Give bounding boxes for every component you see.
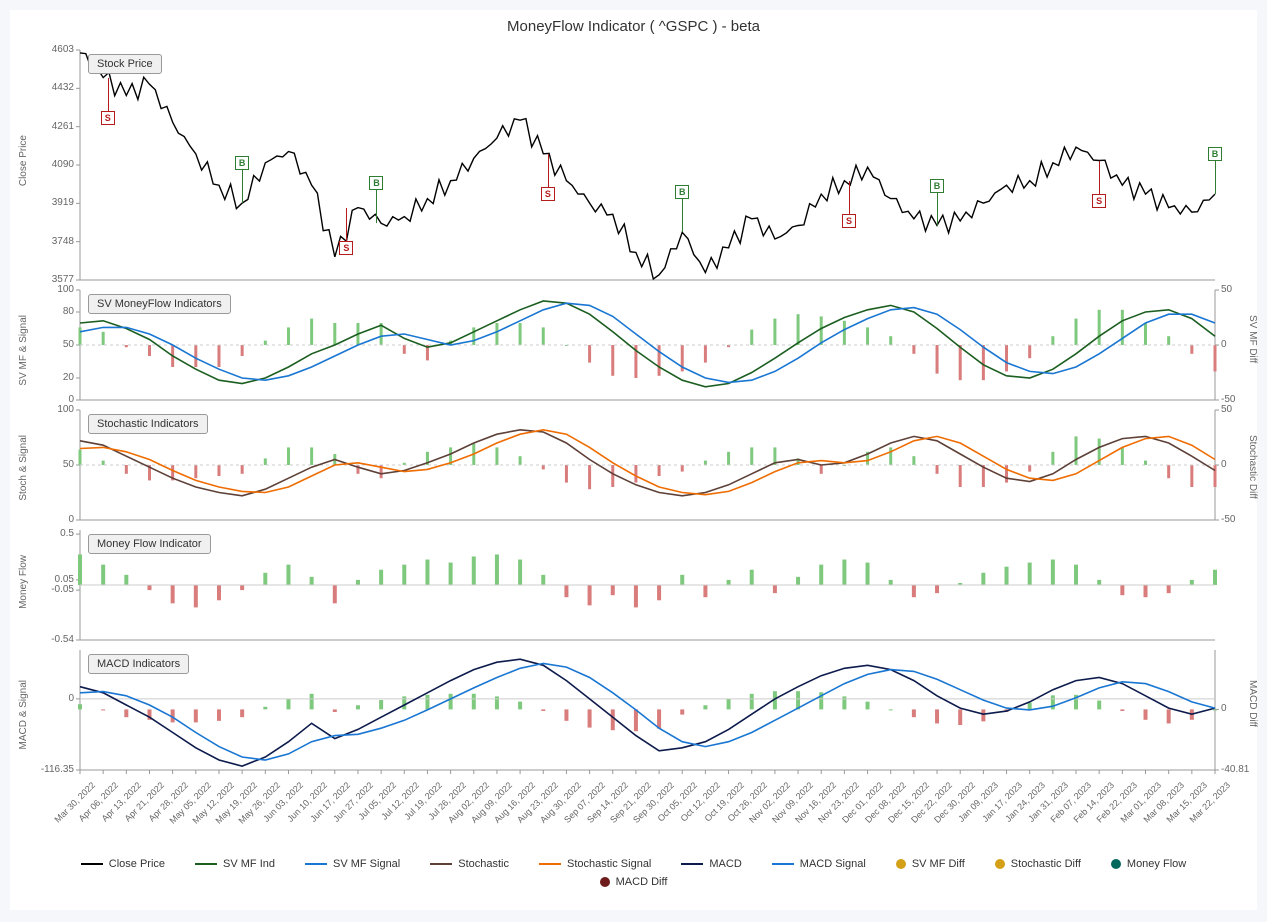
y-tick: 4090 xyxy=(34,159,74,170)
y-tick: 50 xyxy=(34,459,74,470)
sell-marker: S xyxy=(541,187,555,201)
legend-label: Stochastic Diff xyxy=(1011,858,1081,870)
buy-marker: B xyxy=(369,176,383,190)
legend-swatch xyxy=(539,863,561,865)
legend-item: SV MF Signal xyxy=(305,858,400,870)
y-tick: 50 xyxy=(1221,404,1261,415)
legend-label: Stochastic xyxy=(458,858,509,870)
y-axis-label: SV MF & Signal xyxy=(18,315,29,386)
y-tick: 100 xyxy=(34,404,74,415)
legend-item: MACD Signal xyxy=(772,858,866,870)
panel-label: MACD Indicators xyxy=(88,654,189,674)
y-axis-label: Close Price xyxy=(18,135,29,186)
y-tick: -50 xyxy=(1221,514,1261,525)
y-axis-label: Money Flow xyxy=(18,555,29,609)
legend-swatch xyxy=(681,863,703,865)
legend-swatch xyxy=(305,863,327,865)
legend-swatch xyxy=(195,863,217,865)
y-tick: 0 xyxy=(34,693,74,704)
y-tick: 4603 xyxy=(34,44,74,55)
legend-swatch xyxy=(995,859,1005,869)
y-axis-label: Stoch & Signal xyxy=(18,435,29,501)
legend-label: SV MF Diff xyxy=(912,858,965,870)
y-tick: 0 xyxy=(34,514,74,525)
legend-swatch xyxy=(896,859,906,869)
y-tick: -40.81 xyxy=(1221,764,1261,775)
y-tick: 50 xyxy=(34,339,74,350)
y-tick: 0.05 xyxy=(34,574,74,585)
legend-label: MACD Signal xyxy=(800,858,866,870)
legend-item: MACD Diff xyxy=(600,876,668,888)
buy-marker: B xyxy=(930,179,944,193)
sell-marker: S xyxy=(842,214,856,228)
y-tick: 100 xyxy=(34,284,74,295)
y-axis-label-right: MACD Diff xyxy=(1247,680,1258,727)
y-tick: -0.05 xyxy=(34,584,74,595)
y-tick: 3919 xyxy=(34,197,74,208)
legend-item: SV MF Ind xyxy=(195,858,275,870)
legend-item: Stochastic Signal xyxy=(539,858,651,870)
sell-marker: S xyxy=(339,241,353,255)
legend: Close Price SV MF Ind SV MF Signal Stochast… xyxy=(10,850,1257,898)
legend-swatch xyxy=(81,863,103,865)
legend-item: Close Price xyxy=(81,858,165,870)
y-tick: 20 xyxy=(34,372,74,383)
buy-marker: B xyxy=(675,185,689,199)
legend-label: MACD Diff xyxy=(616,876,668,888)
legend-item: Stochastic Diff xyxy=(995,858,1081,870)
legend-label: Stochastic Signal xyxy=(567,858,651,870)
sell-marker: S xyxy=(101,111,115,125)
legend-swatch xyxy=(772,863,794,865)
legend-label: Close Price xyxy=(109,858,165,870)
legend-swatch xyxy=(600,877,610,887)
y-tick: 50 xyxy=(1221,284,1261,295)
y-axis-label-right: SV MF Diff xyxy=(1247,315,1258,363)
buy-marker: B xyxy=(235,156,249,170)
y-tick: 4261 xyxy=(34,121,74,132)
y-tick: -116.35 xyxy=(34,764,74,775)
legend-label: SV MF Ind xyxy=(223,858,275,870)
legend-label: Money Flow xyxy=(1127,858,1186,870)
panel-label: Money Flow Indicator xyxy=(88,534,211,554)
y-tick: 80 xyxy=(34,306,74,317)
legend-swatch xyxy=(430,863,452,865)
panel-label: SV MoneyFlow Indicators xyxy=(88,294,231,314)
y-axis-label: MACD & Signal xyxy=(18,680,29,749)
legend-swatch xyxy=(1111,859,1121,869)
legend-label: SV MF Signal xyxy=(333,858,400,870)
y-tick: 0.5 xyxy=(34,528,74,539)
sell-marker: S xyxy=(1092,194,1106,208)
panel-label: Stochastic Indicators xyxy=(88,414,208,434)
y-axis-label-right: Stochastic Diff xyxy=(1247,435,1258,499)
y-tick: -0.54 xyxy=(34,634,74,645)
y-tick: 3748 xyxy=(34,236,74,247)
legend-item: SV MF Diff xyxy=(896,858,965,870)
legend-item: MACD xyxy=(681,858,741,870)
legend-item: Money Flow xyxy=(1111,858,1186,870)
chart-container: MoneyFlow Indicator ( ^GSPC ) - beta 357… xyxy=(10,10,1257,910)
buy-marker: B xyxy=(1208,147,1222,161)
panel-label: Stock Price xyxy=(88,54,162,74)
y-tick: 4432 xyxy=(34,82,74,93)
legend-item: Stochastic xyxy=(430,858,509,870)
legend-label: MACD xyxy=(709,858,741,870)
